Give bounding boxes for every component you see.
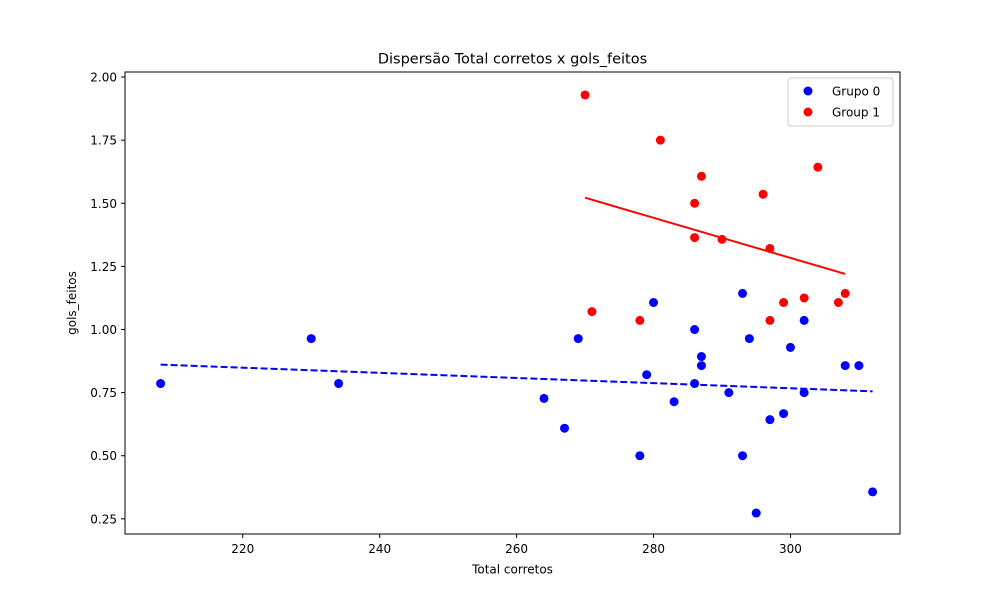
data-point-series-0 (635, 451, 645, 461)
legend-label-series-0: Grupo 0 (832, 85, 880, 99)
legend-box (787, 77, 894, 127)
plot-area (124, 71, 901, 535)
x-tick-label: 220 (231, 542, 254, 556)
data-point-series-1 (635, 315, 645, 325)
data-point-series-0 (156, 379, 166, 389)
trend-line-series-0 (160, 363, 873, 393)
data-point-series-1 (813, 162, 823, 172)
data-point-series-0 (785, 342, 795, 352)
data-point-series-0 (306, 334, 316, 344)
data-point-series-0 (539, 393, 549, 403)
data-point-series-0 (724, 388, 734, 398)
x-tick-label: 260 (505, 542, 528, 556)
data-point-series-1 (779, 297, 789, 307)
data-point-series-1 (717, 234, 727, 244)
data-point-series-0 (649, 297, 659, 307)
data-point-series-1 (587, 307, 597, 317)
data-point-series-0 (738, 288, 748, 298)
data-point-series-0 (696, 352, 706, 362)
y-tick-label: 1.00 (90, 323, 117, 337)
data-point-series-0 (799, 315, 809, 325)
legend-label-series-1: Group 1 (832, 106, 880, 120)
data-point-series-0 (642, 370, 652, 380)
data-point-series-1 (580, 90, 590, 100)
data-point-series-0 (690, 379, 700, 389)
x-tick-label: 300 (779, 542, 802, 556)
x-axis: 220 240 260 280 300 (231, 534, 802, 556)
data-point-series-0 (744, 334, 754, 344)
data-point-series-1 (690, 233, 700, 243)
y-tick-label: 2.00 (90, 71, 117, 85)
x-axis-label: Total corretos (471, 563, 553, 577)
x-tick-label: 280 (642, 542, 665, 556)
y-tick-label: 1.50 (90, 197, 117, 211)
y-tick-label: 0.75 (90, 386, 117, 400)
data-point-series-0 (560, 423, 570, 433)
data-point-series-0 (779, 409, 789, 419)
data-point-series-1 (833, 297, 843, 307)
data-point-series-0 (573, 334, 583, 344)
data-point-series-0 (799, 388, 809, 398)
legend-marker-series-0 (803, 86, 813, 96)
legend-marker-series-1 (803, 107, 813, 117)
trend-line-series-1 (584, 196, 846, 275)
data-point-series-1 (758, 189, 768, 199)
data-point-series-1 (696, 171, 706, 181)
y-tick-label: 1.25 (90, 260, 117, 274)
data-point-series-0 (840, 361, 850, 371)
x-tick-label: 240 (368, 542, 391, 556)
data-point-series-0 (868, 487, 878, 497)
legend: Grupo 0 Group 1 (787, 77, 894, 127)
y-tick-label: 1.75 (90, 134, 117, 148)
axes-frame (124, 71, 901, 535)
data-point-series-1 (765, 315, 775, 325)
data-point-series-1 (655, 135, 665, 145)
data-point-series-0 (854, 361, 864, 371)
y-axis: 0.25 0.50 0.75 1.00 1.25 1.50 1.75 2.00 (90, 71, 125, 526)
data-point-series-0 (765, 415, 775, 425)
y-axis-label: gols_feitos (65, 271, 79, 335)
data-point-series-1 (690, 198, 700, 208)
data-point-series-0 (669, 397, 679, 407)
data-point-series-1 (840, 288, 850, 298)
data-point-series-1 (765, 243, 775, 253)
chart-title: Dispersão Total corretos x gols_feitos (378, 52, 647, 68)
data-point-series-0 (738, 451, 748, 461)
data-point-series-1 (799, 293, 809, 303)
data-point-series-0 (751, 508, 761, 518)
y-tick-label: 0.50 (90, 449, 117, 463)
data-point-series-0 (334, 379, 344, 389)
data-point-series-0 (690, 325, 700, 335)
data-point-series-0 (696, 361, 706, 371)
y-tick-label: 0.25 (90, 512, 117, 526)
